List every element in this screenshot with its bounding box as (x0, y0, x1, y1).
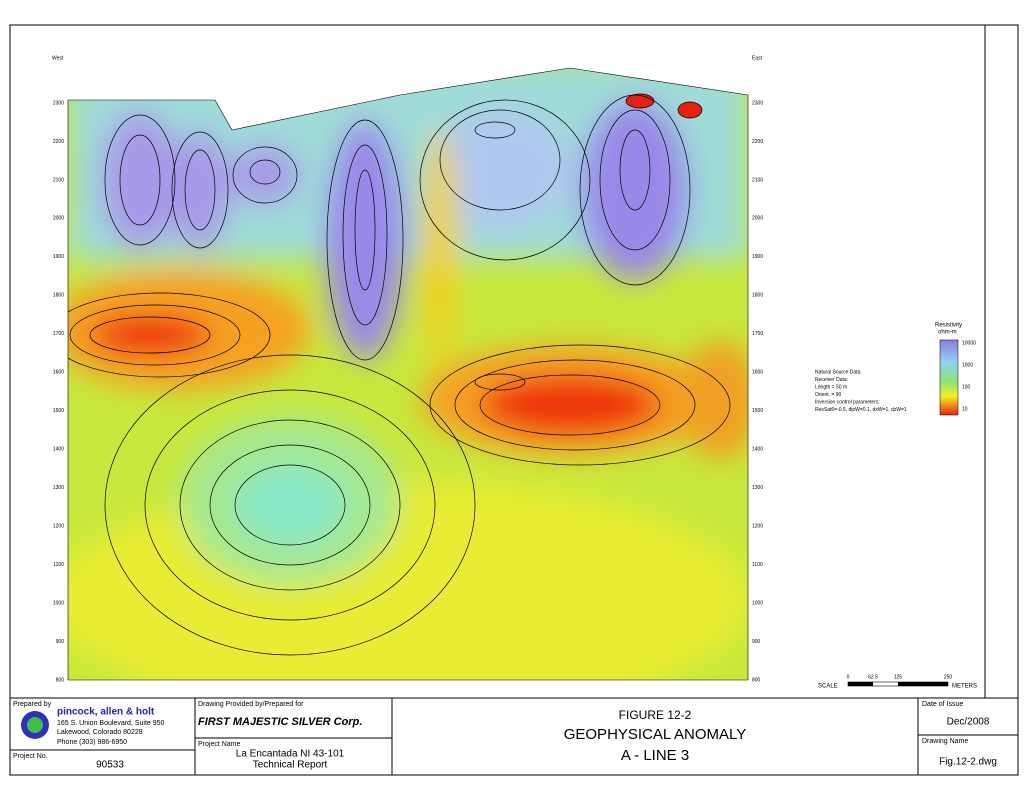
elevation-label: 800 (752, 677, 761, 683)
address: Lakewood, Colorado 80228 (57, 729, 143, 736)
elevation-label: 1300 (752, 485, 763, 491)
elevation-label: 2200 (752, 139, 763, 145)
elevation-label: 1300 (53, 485, 64, 491)
elevation-label: 900 (56, 639, 65, 645)
east-label: East (752, 55, 763, 61)
scale-unit: METERS (952, 684, 977, 690)
scale-tick: 125 (894, 674, 903, 680)
elevation-label: 2100 (53, 177, 64, 183)
figure-subtitle: A - LINE 3 (621, 747, 689, 764)
resistivity-section (68, 68, 748, 680)
legend-unit: ohm-m (938, 330, 957, 336)
client: FIRST MAJESTIC SILVER Corp. (198, 716, 362, 728)
elevation-label: 1100 (53, 562, 64, 568)
label: Drawing Name (922, 738, 968, 745)
scale-bar (898, 682, 948, 686)
address: Phone (303) 986-6950 (57, 739, 127, 746)
project-no: 90533 (96, 760, 124, 771)
elevation-label: 1400 (752, 447, 763, 453)
company: pincock, allen & holt (57, 707, 155, 718)
legend-label: 10 (962, 406, 968, 412)
elevation-label: 1200 (752, 523, 763, 529)
frame (9, 24, 1019, 776)
project-name: La Encantada NI 43-101 (236, 749, 345, 760)
legend-label: 100 (962, 384, 971, 390)
note: Natural Source Data. (815, 369, 862, 375)
elevation-label: 2300 (752, 100, 763, 106)
elevation-label: 1500 (752, 408, 763, 414)
label: Prepared by (13, 701, 52, 708)
elevation-label: 1800 (53, 293, 64, 299)
elevation-label: 1800 (752, 293, 763, 299)
project-name: Technical Report (253, 760, 328, 771)
west-label: West (52, 55, 64, 61)
elevation-label: 2200 (53, 139, 64, 145)
scale-tick: 0 (847, 674, 850, 680)
legend-label: 1000 (962, 362, 973, 368)
elevation-label: 2000 (53, 216, 64, 222)
elevation-label: 1600 (53, 370, 64, 376)
logo (27, 717, 43, 733)
date: Dec/2008 (947, 717, 990, 728)
label: Drawing Provided by/Prepared for (198, 701, 304, 708)
elevation-label: 2000 (752, 216, 763, 222)
elevation-label: 800 (56, 677, 65, 683)
label: Project Name (198, 741, 241, 748)
scale-tick: 62.5 (868, 674, 878, 680)
elevation-label: 1900 (53, 254, 64, 260)
scale-label: SCALE (818, 684, 838, 690)
elevation-label: 2300 (53, 100, 64, 106)
figure-number: FIGURE 12-2 (619, 708, 692, 722)
figure-title: GEOPHYSICAL ANOMALY (564, 726, 747, 743)
legend-label: 10000 (962, 340, 976, 346)
legend-title: Resistivity (935, 323, 962, 329)
elevation-label: 1700 (53, 331, 64, 337)
label: Project No. (13, 753, 48, 760)
scale-bar (848, 682, 873, 686)
elevation-label: 1700 (752, 331, 763, 337)
note: Length = 50 m (815, 384, 847, 390)
elevation-label: 1000 (752, 600, 763, 606)
drawing-name: Fig.12-2.dwg (939, 757, 997, 768)
elevation-label: 1500 (53, 408, 64, 414)
title-block (10, 698, 1018, 775)
elevation-label: 2100 (752, 177, 763, 183)
label: Date of Issue (922, 701, 963, 708)
elevation-label: 1100 (752, 562, 763, 568)
elevation-label: 1600 (752, 370, 763, 376)
elevation-label: 1000 (53, 600, 64, 606)
note: Inversion control parameters: (815, 399, 880, 405)
note: Receiver Data: (815, 377, 848, 383)
address: 165 S. Union Boulevard, Suite 950 (57, 720, 165, 727)
elevation-label: 1900 (752, 254, 763, 260)
elevation-label: 900 (752, 639, 761, 645)
color-bar (939, 339, 959, 416)
section-outline (67, 67, 749, 681)
elevation-label: 1400 (53, 447, 64, 453)
scale-tick: 250 (944, 674, 953, 680)
note: Orient. = 90 (815, 392, 841, 398)
elevation-label: 1200 (53, 523, 64, 529)
note: ResSat6=-0.5, dipW=0.1, dxW=1, dzW=1 (815, 407, 907, 413)
